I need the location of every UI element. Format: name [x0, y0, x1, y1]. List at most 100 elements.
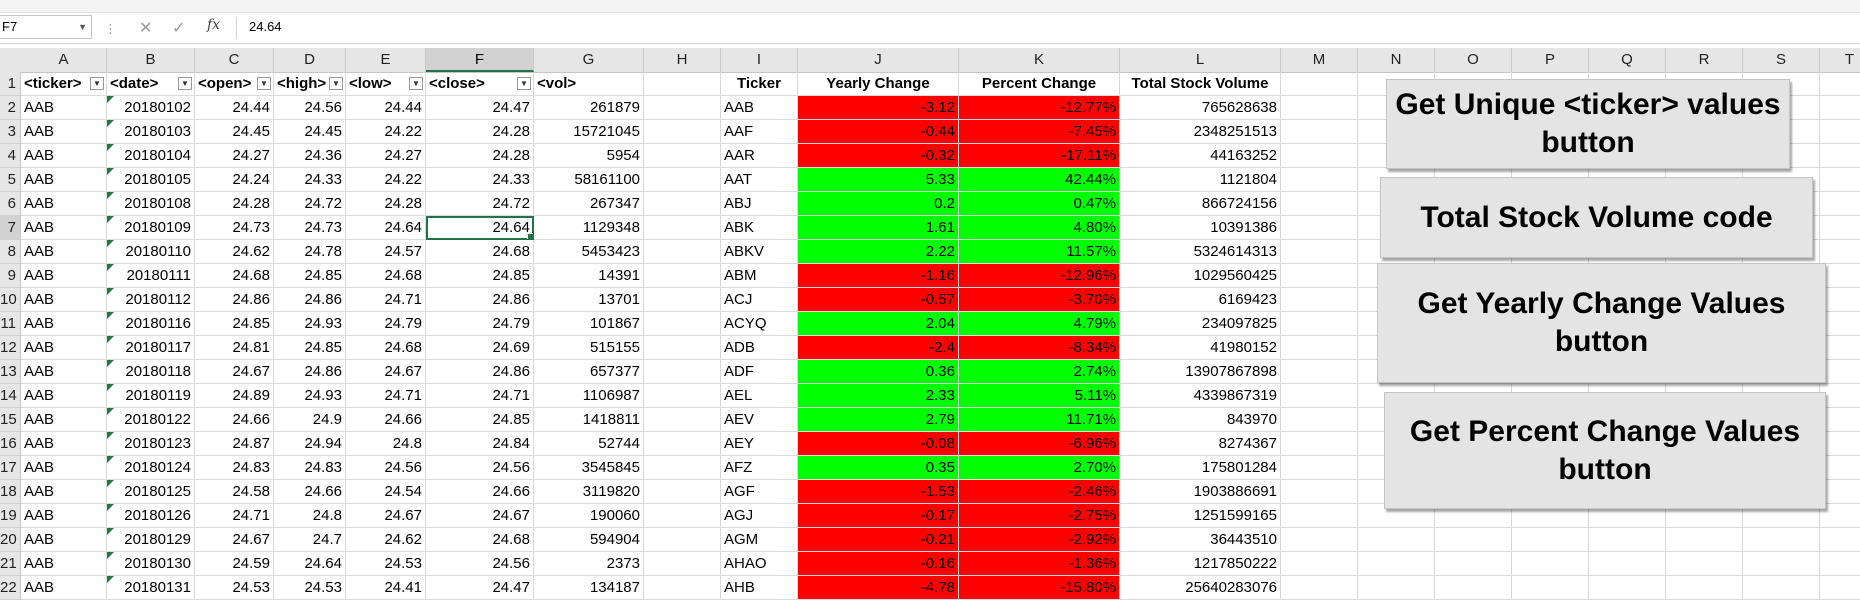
- cell-summary-ticker[interactable]: AAR: [721, 144, 798, 168]
- column-header-j[interactable]: J: [798, 48, 959, 72]
- cell-high[interactable]: 24.86: [274, 288, 346, 312]
- column-header-d[interactable]: D: [274, 48, 346, 72]
- column-header-i[interactable]: I: [721, 48, 798, 72]
- cell-vol[interactable]: 5954: [534, 144, 644, 168]
- column-header-p[interactable]: P: [1512, 48, 1589, 72]
- cell-close[interactable]: 24.68: [426, 240, 534, 264]
- cell-summary-ticker[interactable]: ACYQ: [721, 312, 798, 336]
- cell-low[interactable]: 24.44: [346, 96, 426, 120]
- cell-date[interactable]: 20180110: [107, 240, 195, 264]
- column-header-e[interactable]: E: [346, 48, 426, 72]
- cell-yearly-change[interactable]: -2.4: [798, 336, 959, 360]
- cell-open[interactable]: 24.44: [195, 96, 274, 120]
- cell-summary-ticker[interactable]: AHAO: [721, 552, 798, 576]
- empty-cell[interactable]: [1281, 288, 1358, 312]
- cell-yearly-change[interactable]: 2.79: [798, 408, 959, 432]
- column-header-o[interactable]: O: [1435, 48, 1512, 72]
- get-unique-ticker-button[interactable]: Get Unique <ticker> values button: [1386, 79, 1790, 169]
- column-header-c[interactable]: C: [195, 48, 274, 72]
- cell-total-volume[interactable]: 41980152: [1120, 336, 1281, 360]
- cell-vol[interactable]: 1106987: [534, 384, 644, 408]
- cell-summary-ticker[interactable]: AFZ: [721, 456, 798, 480]
- filter-dropdown-icon[interactable]: ▼: [178, 77, 192, 90]
- cell-vol[interactable]: 52744: [534, 432, 644, 456]
- row-header-1[interactable]: 1: [0, 72, 21, 96]
- cell-close[interactable]: 24.79: [426, 312, 534, 336]
- row-header-4[interactable]: 4: [0, 144, 21, 168]
- cell-open[interactable]: 24.53: [195, 576, 274, 600]
- empty-cell[interactable]: [1820, 264, 1860, 288]
- cell-summary-ticker[interactable]: AGF: [721, 480, 798, 504]
- row-header-21[interactable]: 21: [0, 552, 21, 576]
- cell-close[interactable]: 24.69: [426, 336, 534, 360]
- cell-yearly-change[interactable]: 0.36: [798, 360, 959, 384]
- cell-vol[interactable]: 190060: [534, 504, 644, 528]
- empty-cell[interactable]: [1435, 552, 1512, 576]
- empty-cell[interactable]: [1666, 552, 1743, 576]
- header-summary-ticker[interactable]: Ticker: [721, 72, 798, 96]
- formula-input[interactable]: 24.64: [249, 19, 282, 34]
- cell-total-volume[interactable]: 1121804: [1120, 168, 1281, 192]
- cell-low[interactable]: 24.22: [346, 168, 426, 192]
- empty-cell[interactable]: [1820, 96, 1860, 120]
- row-header-10[interactable]: 10: [0, 288, 21, 312]
- cell-vol[interactable]: 267347: [534, 192, 644, 216]
- cell-vol[interactable]: 1418811: [534, 408, 644, 432]
- cell-open[interactable]: 24.28: [195, 192, 274, 216]
- empty-cell[interactable]: [1743, 576, 1820, 600]
- cell-ticker[interactable]: AAB: [21, 288, 107, 312]
- cell-low[interactable]: 24.22: [346, 120, 426, 144]
- cell-ticker[interactable]: AAB: [21, 432, 107, 456]
- cell-date[interactable]: 20180109: [107, 216, 195, 240]
- empty-cell[interactable]: [1281, 504, 1358, 528]
- empty-cell[interactable]: [1820, 384, 1860, 408]
- cell-vol[interactable]: 134187: [534, 576, 644, 600]
- empty-cell[interactable]: [1820, 552, 1860, 576]
- row-header-5[interactable]: 5: [0, 168, 21, 192]
- cell-ticker[interactable]: AAB: [21, 552, 107, 576]
- cell-percent-change[interactable]: 2.74%: [959, 360, 1120, 384]
- cell-vol[interactable]: 58161100: [534, 168, 644, 192]
- empty-cell[interactable]: [1820, 192, 1860, 216]
- empty-cell[interactable]: [1512, 504, 1589, 528]
- empty-cell[interactable]: [644, 456, 721, 480]
- filter-dropdown-icon[interactable]: ▼: [329, 77, 343, 90]
- empty-cell[interactable]: [644, 72, 721, 96]
- cell-ticker[interactable]: AAB: [21, 312, 107, 336]
- cell-open[interactable]: 24.59: [195, 552, 274, 576]
- empty-cell[interactable]: [1820, 168, 1860, 192]
- empty-cell[interactable]: [1820, 528, 1860, 552]
- cell-summary-ticker[interactable]: AEV: [721, 408, 798, 432]
- empty-cell[interactable]: [644, 360, 721, 384]
- cell-yearly-change[interactable]: 2.33: [798, 384, 959, 408]
- cell-low[interactable]: 24.68: [346, 264, 426, 288]
- empty-cell[interactable]: [1281, 312, 1358, 336]
- cell-percent-change[interactable]: -15.80%: [959, 576, 1120, 600]
- cell-open[interactable]: 24.85: [195, 312, 274, 336]
- column-header-b[interactable]: B: [107, 48, 195, 72]
- empty-cell[interactable]: [644, 528, 721, 552]
- empty-cell[interactable]: [644, 144, 721, 168]
- header-high[interactable]: <high> ▼: [274, 72, 346, 96]
- cell-date[interactable]: 20180103: [107, 120, 195, 144]
- cell-summary-ticker[interactable]: AAF: [721, 120, 798, 144]
- cell-close[interactable]: 24.86: [426, 288, 534, 312]
- total-stock-volume-button[interactable]: Total Stock Volume code: [1380, 177, 1813, 258]
- empty-cell[interactable]: [1281, 192, 1358, 216]
- cell-close[interactable]: 24.64: [426, 216, 534, 240]
- empty-cell[interactable]: [1666, 528, 1743, 552]
- cell-ticker[interactable]: AAB: [21, 216, 107, 240]
- cell-high[interactable]: 24.85: [274, 264, 346, 288]
- cell-date[interactable]: 20180123: [107, 432, 195, 456]
- cell-vol[interactable]: 5453423: [534, 240, 644, 264]
- cell-yearly-change[interactable]: -0.16: [798, 552, 959, 576]
- cell-percent-change[interactable]: 4.80%: [959, 216, 1120, 240]
- cell-summary-ticker[interactable]: AGM: [721, 528, 798, 552]
- empty-cell[interactable]: [644, 552, 721, 576]
- header-percent-change[interactable]: Percent Change: [959, 72, 1120, 96]
- cell-yearly-change[interactable]: -4.78: [798, 576, 959, 600]
- cell-summary-ticker[interactable]: AAB: [721, 96, 798, 120]
- cell-yearly-change[interactable]: -1.16: [798, 264, 959, 288]
- empty-cell[interactable]: [1743, 528, 1820, 552]
- cell-high[interactable]: 24.93: [274, 384, 346, 408]
